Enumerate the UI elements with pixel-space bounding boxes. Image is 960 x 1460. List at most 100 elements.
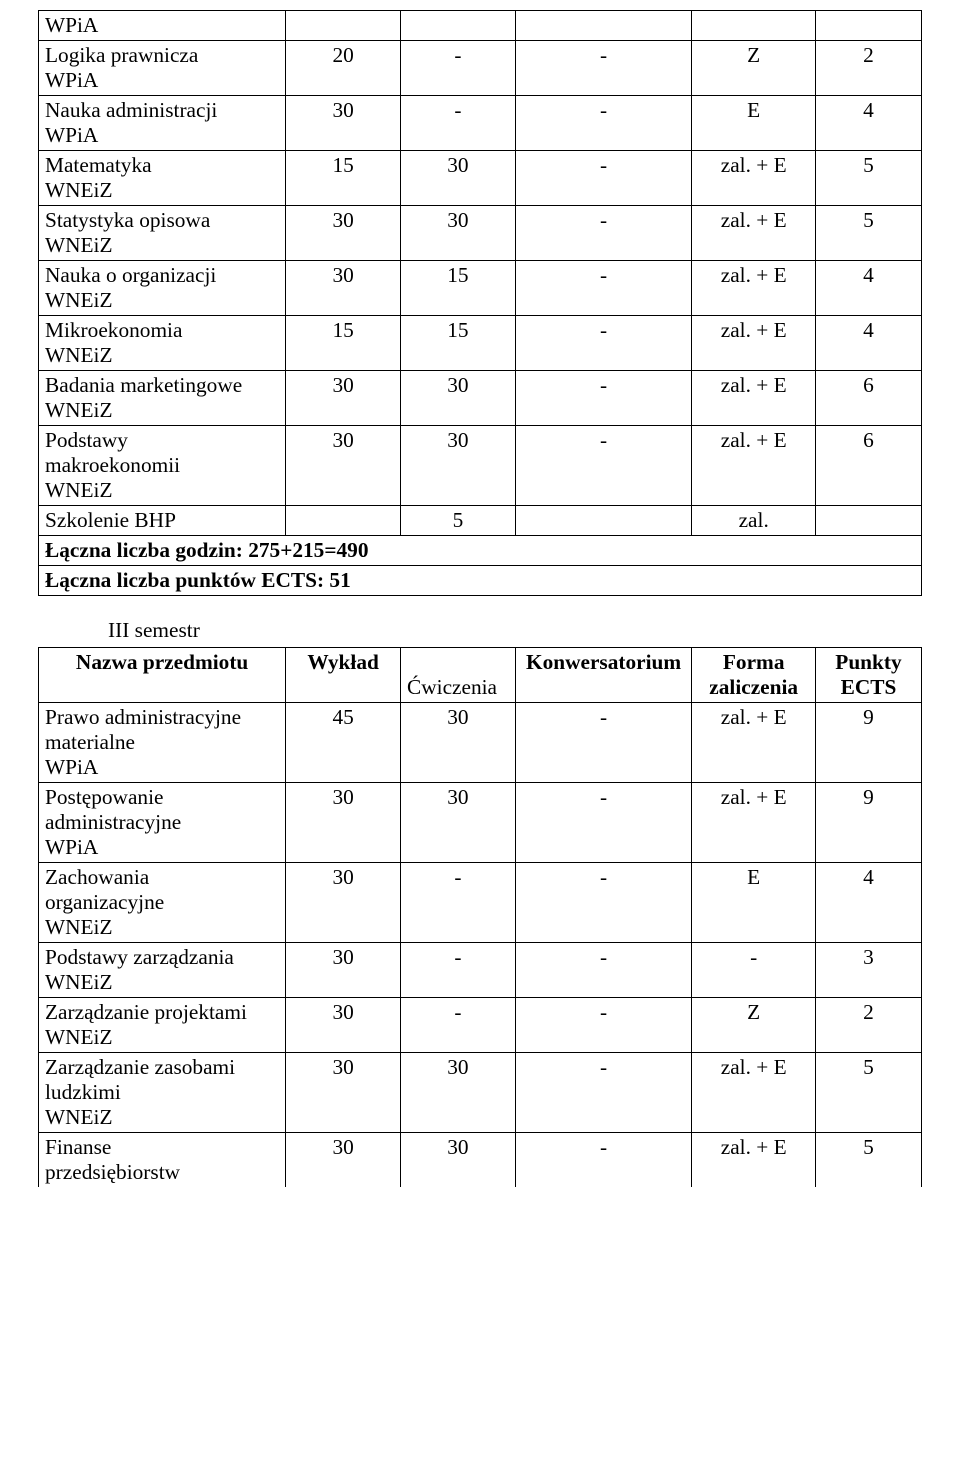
course-table-2: Nazwa przedmiotuWykładĆwiczeniaKonwersat… xyxy=(38,647,922,1187)
course-name-cell: MatematykaWNEiZ xyxy=(39,151,286,206)
forma-cell: E xyxy=(692,96,816,151)
ects-cell: 5 xyxy=(816,206,922,261)
konwersatorium-cell: - xyxy=(515,783,692,863)
header-wyklad: Wykład xyxy=(286,648,401,703)
table-row: Zarządzanie projektamiWNEiZ30--Z2 xyxy=(39,998,922,1053)
table-row: PostępowanieadministracyjneWPiA3030-zal.… xyxy=(39,783,922,863)
course-name-cell: Nauka o organizacjiWNEiZ xyxy=(39,261,286,316)
cwiczenia-cell xyxy=(401,11,516,41)
ects-cell: 5 xyxy=(816,1133,922,1188)
course-name-cell: Statystyka opisowaWNEiZ xyxy=(39,206,286,261)
ects-cell xyxy=(816,11,922,41)
course-name-cell: Zarządzanie zasobamiludzkimiWNEiZ xyxy=(39,1053,286,1133)
konwersatorium-cell xyxy=(515,11,692,41)
konwersatorium-cell: - xyxy=(515,943,692,998)
wyklad-cell: 30 xyxy=(286,943,401,998)
forma-cell: - xyxy=(692,943,816,998)
header-forma: Formazaliczenia xyxy=(692,648,816,703)
table-row: Nauka administracjiWPiA30--E4 xyxy=(39,96,922,151)
ects-cell: 3 xyxy=(816,943,922,998)
cwiczenia-cell: - xyxy=(401,96,516,151)
cwiczenia-cell: - xyxy=(401,41,516,96)
course-name-cell: Logika prawniczaWPiA xyxy=(39,41,286,96)
konwersatorium-cell: - xyxy=(515,863,692,943)
cwiczenia-cell: 30 xyxy=(401,151,516,206)
course-name-cell: MikroekonomiaWNEiZ xyxy=(39,316,286,371)
konwersatorium-cell: - xyxy=(515,703,692,783)
cwiczenia-cell: - xyxy=(401,998,516,1053)
table-row: MatematykaWNEiZ1530-zal. + E5 xyxy=(39,151,922,206)
forma-cell: zal. + E xyxy=(692,151,816,206)
forma-cell: zal. + E xyxy=(692,703,816,783)
konwersatorium-cell: - xyxy=(515,96,692,151)
konwersatorium-cell: - xyxy=(515,206,692,261)
cwiczenia-cell: - xyxy=(401,943,516,998)
konwersatorium-cell: - xyxy=(515,1133,692,1188)
table-row: ZachowaniaorganizacyjneWNEiZ30--E4 xyxy=(39,863,922,943)
table-row: Logika prawniczaWPiA20--Z2 xyxy=(39,41,922,96)
course-name-cell: Szkolenie BHP xyxy=(39,506,286,536)
table-header-row: Nazwa przedmiotuWykładĆwiczeniaKonwersat… xyxy=(39,648,922,703)
wyklad-cell: 30 xyxy=(286,998,401,1053)
cwiczenia-cell: 5 xyxy=(401,506,516,536)
table-row: Prawo administracyjnematerialneWPiA4530-… xyxy=(39,703,922,783)
table-row: MikroekonomiaWNEiZ1515-zal. + E4 xyxy=(39,316,922,371)
cwiczenia-cell: 30 xyxy=(401,1053,516,1133)
forma-cell: zal. + E xyxy=(692,1053,816,1133)
wyklad-cell xyxy=(286,11,401,41)
summary-ects-cell: Łączna liczba punktów ECTS: 51 xyxy=(39,566,922,596)
konwersatorium-cell: - xyxy=(515,998,692,1053)
wyklad-cell: 30 xyxy=(286,96,401,151)
table-row: Szkolenie BHP5zal. xyxy=(39,506,922,536)
course-name-cell: PodstawymakroekonomiiWNEiZ xyxy=(39,426,286,506)
forma-cell xyxy=(692,11,816,41)
cwiczenia-cell: - xyxy=(401,863,516,943)
forma-cell: zal. + E xyxy=(692,426,816,506)
course-name-cell: Prawo administracyjnematerialneWPiA xyxy=(39,703,286,783)
forma-cell: zal. + E xyxy=(692,371,816,426)
ects-cell: 2 xyxy=(816,998,922,1053)
table-row: Nauka o organizacjiWNEiZ3015-zal. + E4 xyxy=(39,261,922,316)
wyklad-cell: 30 xyxy=(286,261,401,316)
course-name-cell: PostępowanieadministracyjneWPiA xyxy=(39,783,286,863)
ects-cell: 4 xyxy=(816,96,922,151)
semester-heading: III semestr xyxy=(108,618,922,643)
ects-cell: 6 xyxy=(816,426,922,506)
summary-hours-row: Łączna liczba godzin: 275+215=490 xyxy=(39,536,922,566)
wyklad-cell: 30 xyxy=(286,863,401,943)
forma-cell: Z xyxy=(692,998,816,1053)
ects-cell: 5 xyxy=(816,151,922,206)
cwiczenia-cell: 30 xyxy=(401,371,516,426)
cwiczenia-cell: 30 xyxy=(401,206,516,261)
wyklad-cell: 45 xyxy=(286,703,401,783)
konwersatorium-cell: - xyxy=(515,261,692,316)
course-name-cell: Zarządzanie projektamiWNEiZ xyxy=(39,998,286,1053)
header-cwiczenia: Ćwiczenia xyxy=(401,648,516,703)
wyklad-cell: 15 xyxy=(286,151,401,206)
course-name-cell: Podstawy zarządzaniaWNEiZ xyxy=(39,943,286,998)
course-name-cell: ZachowaniaorganizacyjneWNEiZ xyxy=(39,863,286,943)
ects-cell: 5 xyxy=(816,1053,922,1133)
forma-cell: zal. + E xyxy=(692,783,816,863)
cwiczenia-cell: 30 xyxy=(401,426,516,506)
header-konw: Konwersatorium xyxy=(515,648,692,703)
konwersatorium-cell: - xyxy=(515,316,692,371)
wyklad-cell: 30 xyxy=(286,206,401,261)
konwersatorium-cell: - xyxy=(515,426,692,506)
wyklad-cell: 20 xyxy=(286,41,401,96)
table-row: Podstawy zarządzaniaWNEiZ30---3 xyxy=(39,943,922,998)
ects-cell: 4 xyxy=(816,863,922,943)
course-name-cell: WPiA xyxy=(39,11,286,41)
table-row: WPiA xyxy=(39,11,922,41)
cwiczenia-cell: 15 xyxy=(401,316,516,371)
cwiczenia-cell: 30 xyxy=(401,1133,516,1188)
ects-cell: 4 xyxy=(816,316,922,371)
summary-hours-cell: Łączna liczba godzin: 275+215=490 xyxy=(39,536,922,566)
konwersatorium-cell: - xyxy=(515,1053,692,1133)
table-row: Zarządzanie zasobamiludzkimiWNEiZ3030-za… xyxy=(39,1053,922,1133)
wyklad-cell: 30 xyxy=(286,1053,401,1133)
course-table-1: WPiALogika prawniczaWPiA20--Z2Nauka admi… xyxy=(38,10,922,596)
forma-cell: zal. + E xyxy=(692,316,816,371)
table-row: PodstawymakroekonomiiWNEiZ3030-zal. + E6 xyxy=(39,426,922,506)
wyklad-cell: 30 xyxy=(286,1133,401,1188)
